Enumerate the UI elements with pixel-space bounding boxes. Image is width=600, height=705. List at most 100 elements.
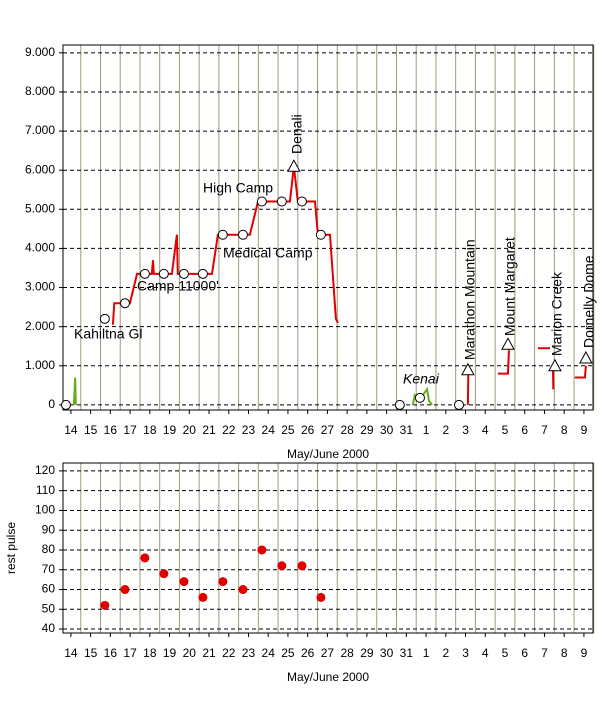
pulse-point [120,585,130,595]
pulse-point [257,545,267,555]
x-tick-label: 4 [482,646,489,660]
x-tick-label: 6 [521,646,528,660]
y-tick-label: 8.000 [25,84,55,98]
annotation: Mount Margaret [502,237,518,336]
camp-marker [315,229,326,240]
x-tick-label: 9 [581,423,588,437]
x-tick-label: 15 [84,423,98,437]
x-tick-label: 3 [462,423,469,437]
x-tick-label: 5 [502,423,509,437]
x-tick-label: 7 [541,423,548,437]
x-tick-label: 20 [183,646,197,660]
x-tick-label: 23 [242,423,256,437]
camp-marker [454,399,465,410]
x-tick-label: 8 [561,646,568,660]
y-tick-label: 50 [42,601,56,615]
annotation: Kahiltna Gl [74,326,142,342]
x-tick-label: 2 [442,423,449,437]
camp-marker [256,196,267,207]
pulse-point [179,577,189,587]
annotation: Denali [289,114,305,154]
y-axis-label: rest pulse [4,522,18,574]
summit-marker [501,337,515,350]
y-tick-label: 1.000 [25,358,55,372]
line-series [111,166,587,405]
x-tick-label: 29 [360,423,374,437]
plot-frame [62,44,594,411]
x-tick-label: 14 [64,646,78,660]
camp-marker [119,298,130,309]
x-tick-label: 15 [84,646,98,660]
camp-marker [60,399,71,410]
camp-marker [237,229,248,240]
line-series [72,377,433,406]
x-tick-label: 28 [340,423,354,437]
camp-marker [158,268,169,279]
x-tick-label: 24 [262,423,276,437]
x-tick-label: 18 [143,423,157,437]
annotation: Camp 11000' [137,278,219,294]
x-tick-label: 17 [123,646,137,660]
x-tick-label: 4 [482,423,489,437]
x-tick-label: 26 [301,423,315,437]
pulse-point [316,592,326,602]
camp-marker [296,196,307,207]
x-tick-label: 19 [163,423,177,437]
annotation: Kenai [403,371,440,387]
camp-marker [394,399,405,410]
x-tick-label: 21 [202,646,216,660]
summit-marker [287,159,301,172]
x-tick-label: 22 [222,423,236,437]
summit-marker [461,362,475,376]
x-tick-label: 24 [262,646,276,660]
x-tick-label: 27 [321,423,335,437]
x-tick-label: 26 [301,646,315,660]
annotation: Dornelly Dome [581,255,597,348]
x-axis-label: May/June 2000 [287,447,369,461]
x-tick-label: 1 [423,423,430,437]
x-tick-label: 16 [104,423,118,437]
camp-marker [217,229,228,240]
annotation: Medical Camp [223,245,313,261]
pulse-point [297,561,307,571]
y-tick-label: 120 [35,463,55,477]
y-tick-label: 4.000 [25,241,55,255]
x-axis-label: May/June 2000 [287,670,369,684]
camp-marker [139,268,150,279]
y-tick-label: 7.000 [25,123,55,137]
x-tick-label: 18 [143,646,157,660]
x-tick-label: 21 [202,423,216,437]
y-tick-label: 0 [48,397,55,411]
camp-marker [197,268,208,279]
x-tick-label: 28 [340,646,354,660]
y-tick-label: 70 [42,562,56,576]
x-tick-label: 23 [242,646,256,660]
y-tick-label: 40 [42,621,56,635]
x-tick-label: 14 [64,423,78,437]
y-tick-label: 3.000 [25,280,55,294]
x-tick-label: 30 [380,423,394,437]
x-tick-label: 19 [163,646,177,660]
x-tick-label: 31 [400,423,414,437]
pulse-point [140,553,150,563]
y-tick-label: 60 [42,582,56,596]
x-tick-label: 29 [360,646,374,660]
y-tick-label: 90 [42,522,56,536]
y-tick-label: 5.000 [25,201,55,215]
y-tick-label: 110 [36,483,55,497]
x-tick-label: 6 [521,423,528,437]
x-tick-label: 2 [442,646,449,660]
pulse-point [198,592,208,602]
x-tick-label: 1 [423,646,430,660]
x-tick-label: 3 [462,646,469,660]
x-tick-label: 20 [183,423,197,437]
x-tick-label: 22 [222,646,236,660]
x-tick-label: 8 [561,423,568,437]
x-tick-label: 16 [104,646,118,660]
annotation: High Camp [203,180,273,196]
camp-marker [178,268,189,279]
x-tick-label: 30 [380,646,394,660]
camp-marker [276,196,287,207]
x-tick-label: 17 [123,423,137,437]
